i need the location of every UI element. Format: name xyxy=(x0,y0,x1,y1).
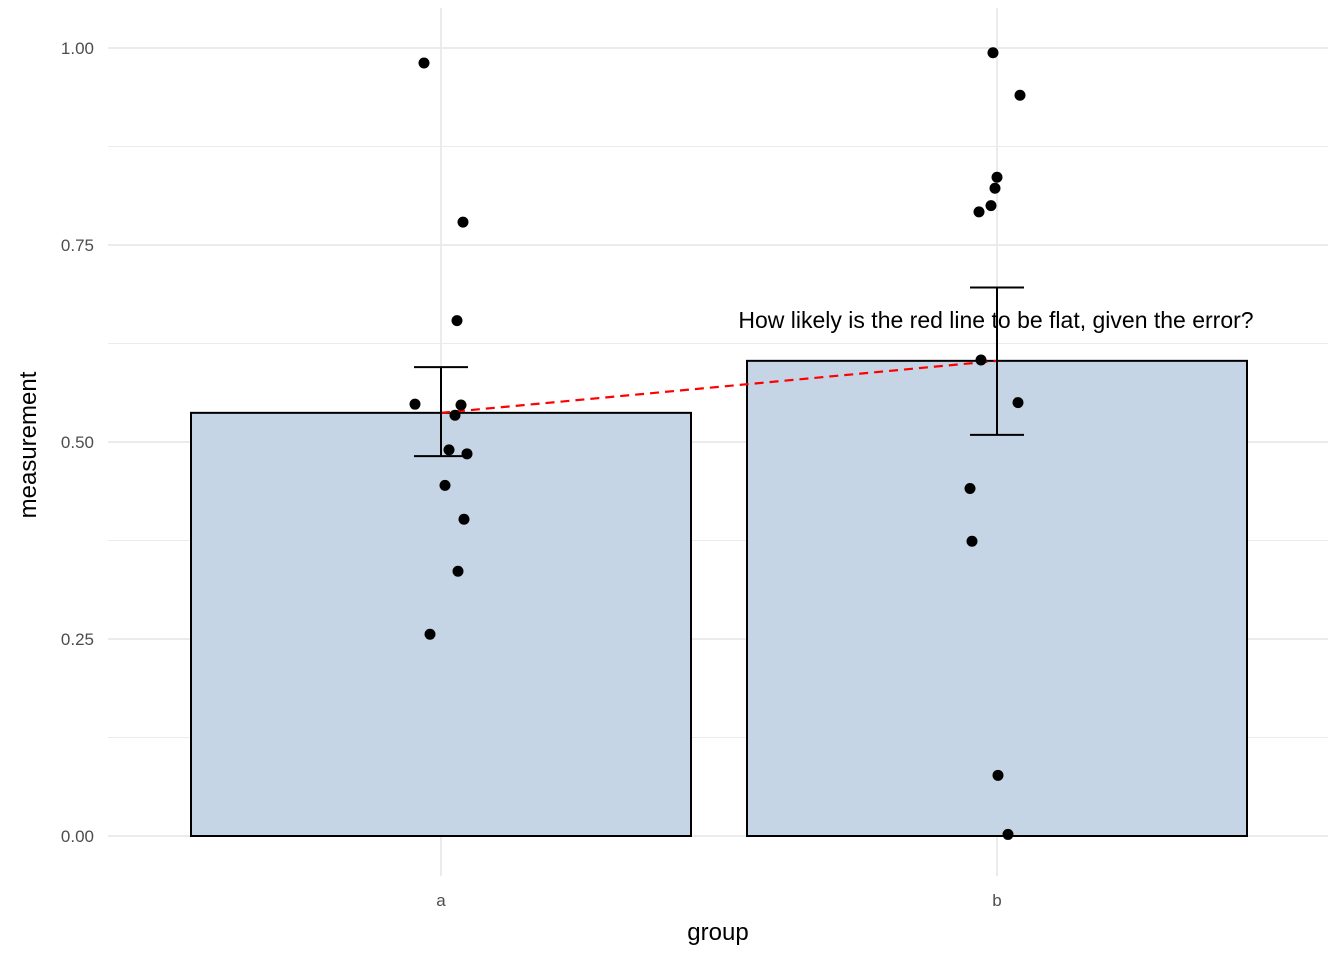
data-point-b xyxy=(991,171,1003,183)
data-points xyxy=(409,47,1026,840)
data-point-a xyxy=(424,628,436,640)
data-point-b xyxy=(973,206,985,218)
bar-b xyxy=(746,359,1248,837)
data-point-a xyxy=(455,399,467,411)
y-tick-label: 1.00 xyxy=(61,39,94,58)
trend-line xyxy=(440,359,998,414)
bar-a xyxy=(190,411,692,837)
data-point-a xyxy=(458,513,470,525)
error-bars xyxy=(414,286,1024,458)
x-axis-title: group xyxy=(687,919,748,946)
trend-line-layer xyxy=(440,359,998,414)
y-axis-title: measurement xyxy=(15,371,42,518)
data-point-b xyxy=(987,47,999,59)
data-point-a xyxy=(418,57,430,69)
bars xyxy=(190,359,1248,837)
y-tick-label: 0.25 xyxy=(61,630,94,649)
data-point-a xyxy=(452,565,464,577)
data-point-a xyxy=(457,216,469,228)
data-point-a xyxy=(451,315,463,327)
data-point-b xyxy=(966,535,978,547)
y-tick-label: 0.75 xyxy=(61,236,94,255)
x-tick-label: a xyxy=(436,891,446,910)
data-point-b xyxy=(1002,828,1014,840)
data-point-a xyxy=(409,398,421,410)
data-point-a xyxy=(439,479,451,491)
data-point-b xyxy=(964,482,976,494)
chart-annotation: How likely is the red line to be flat, g… xyxy=(738,307,1253,333)
data-point-b xyxy=(992,769,1004,781)
data-point-a xyxy=(449,409,461,421)
data-point-b xyxy=(1014,89,1026,101)
data-point-b xyxy=(975,354,987,366)
y-tick-label: 0.00 xyxy=(61,827,94,846)
x-tick-label: b xyxy=(992,891,1001,910)
y-tick-label: 0.50 xyxy=(61,433,94,452)
y-axis-tick-labels: 0.00 0.25 0.50 0.75 1.00 xyxy=(61,39,94,846)
data-point-a xyxy=(443,444,455,456)
error-bar-a xyxy=(414,366,468,458)
data-point-b xyxy=(985,200,997,212)
data-point-b xyxy=(1012,397,1024,409)
data-point-b xyxy=(989,182,1001,194)
data-point-a xyxy=(461,448,473,460)
error-bar-b xyxy=(970,286,1024,436)
